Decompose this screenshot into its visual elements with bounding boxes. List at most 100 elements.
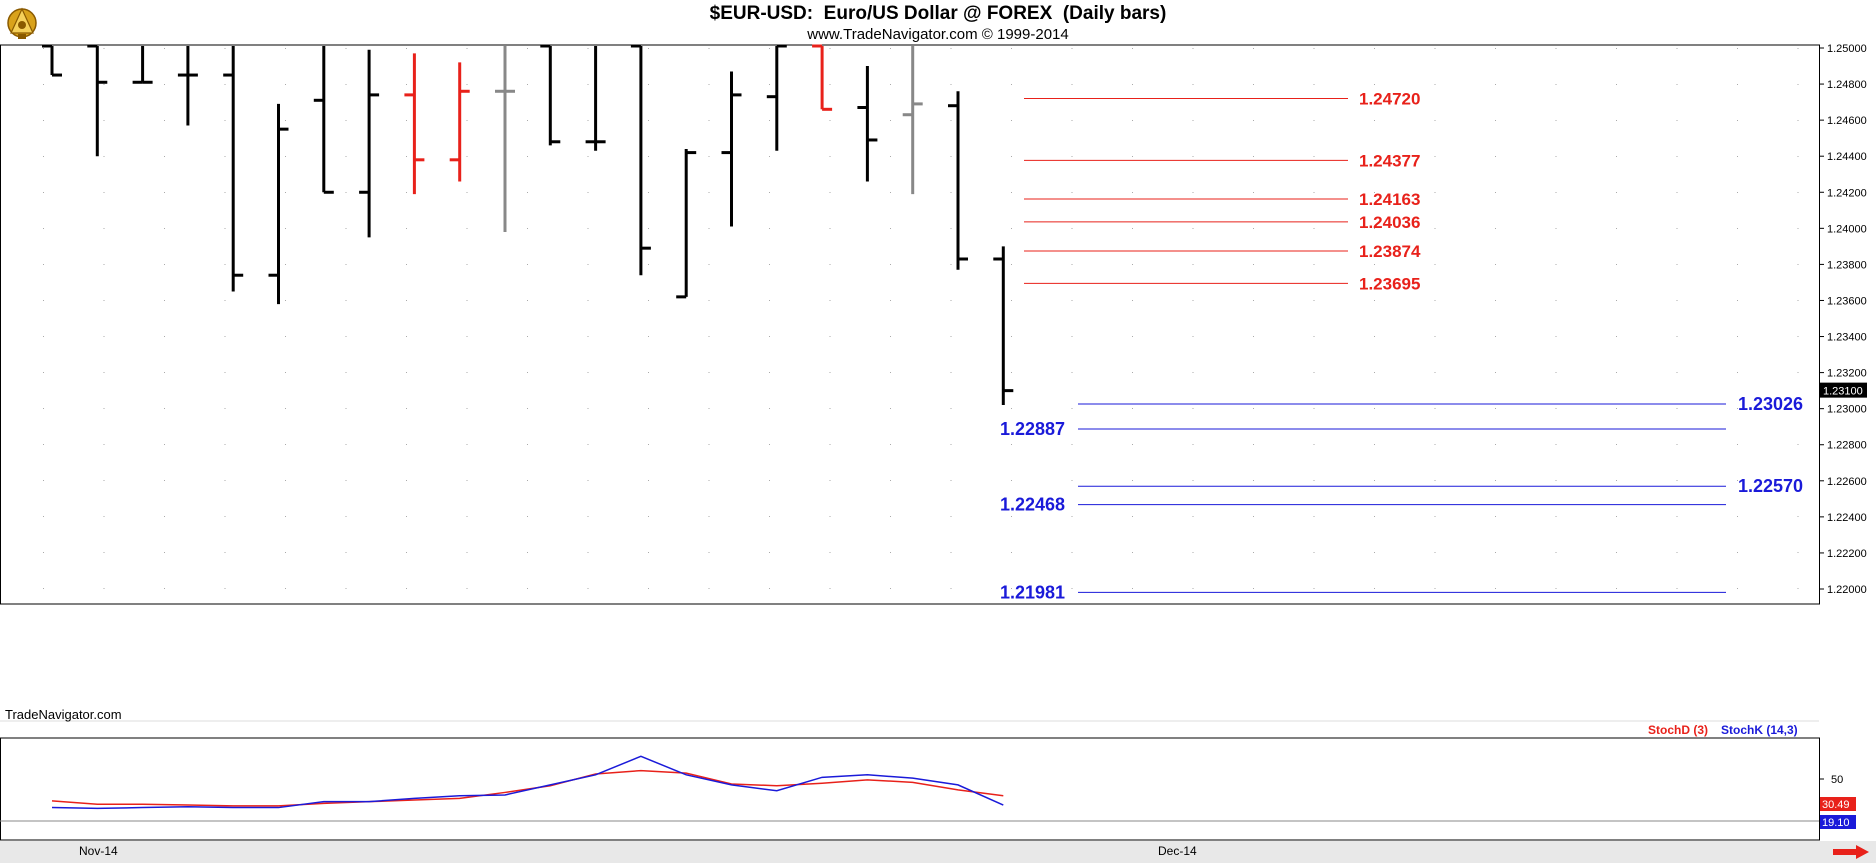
y-tick-label: 1.24400 — [1827, 151, 1867, 163]
grid-dot — [1555, 228, 1557, 229]
scroll-right-arrow-icon[interactable] — [1832, 845, 1870, 859]
grid-dot — [829, 84, 831, 85]
grid-dot — [648, 300, 649, 301]
grid-dot — [1071, 480, 1073, 481]
grid-dot — [648, 156, 649, 157]
stoch-d-badge — [1820, 797, 1856, 811]
grid-dot — [1313, 48, 1315, 49]
grid-dot — [890, 156, 891, 157]
grid-dot — [648, 372, 649, 373]
grid-dot — [103, 48, 105, 49]
grid-dot — [527, 228, 528, 229]
grid-dot — [1313, 444, 1315, 445]
grid-dot — [1555, 372, 1557, 373]
grid-dot — [587, 192, 589, 193]
grid-dot — [406, 84, 407, 85]
grid-dot — [103, 228, 105, 229]
grid-dot — [164, 516, 165, 517]
grid-dot — [950, 120, 952, 121]
grid-dot — [1434, 156, 1436, 157]
grid-dot — [648, 192, 649, 193]
grid-dot — [1555, 444, 1557, 445]
grid-dot — [587, 408, 589, 409]
grid-dot — [1616, 516, 1617, 517]
grid-dot — [1737, 120, 1738, 121]
grid-dot — [769, 264, 770, 265]
grid-dot — [527, 120, 528, 121]
grid-dot — [527, 84, 528, 85]
grid-dot — [1192, 264, 1194, 265]
grid-dot — [1071, 84, 1073, 85]
grid-dot — [527, 516, 528, 517]
grid-dot — [829, 408, 831, 409]
grid-dot — [708, 480, 710, 481]
grid-dot — [1616, 48, 1617, 49]
grid-dot — [1011, 264, 1012, 265]
grid-dot — [43, 192, 44, 193]
grid-dot — [1797, 192, 1799, 193]
grid-dot — [1011, 156, 1012, 157]
grid-dot — [648, 408, 649, 409]
grid-dot — [1616, 300, 1617, 301]
grid-dot — [1192, 156, 1194, 157]
grid-dot — [1374, 120, 1375, 121]
grid-dot — [708, 336, 710, 337]
grid-dot — [103, 336, 105, 337]
y-tick-label: 1.23400 — [1827, 332, 1867, 344]
grid-dot — [103, 156, 105, 157]
grid-dot — [1011, 516, 1012, 517]
grid-dot — [1434, 444, 1436, 445]
grid-dot — [1132, 588, 1133, 589]
grid-dot — [890, 48, 891, 49]
grid-dot — [1313, 372, 1315, 373]
grid-dot — [1132, 336, 1133, 337]
y-tick-label: 1.22000 — [1827, 584, 1867, 596]
stochastic-panel: 50 30.49 19.10 — [0, 720, 1856, 841]
grid-dot — [1676, 408, 1678, 409]
grid-dot — [890, 588, 891, 589]
grid-dot — [1616, 264, 1617, 265]
grid-dot — [285, 444, 286, 445]
grid-dot — [1313, 408, 1315, 409]
date-label-dec: Dec-14 — [1158, 844, 1197, 858]
grid-dot — [1071, 552, 1073, 553]
grid-dot — [1676, 480, 1678, 481]
last-price-label: 1.23100 — [1823, 386, 1863, 398]
grid-dot — [466, 444, 468, 445]
grid-dot — [1555, 480, 1557, 481]
grid-dot — [43, 444, 44, 445]
grid-dot — [43, 264, 44, 265]
grid-dot — [43, 336, 44, 337]
grid-dot — [527, 300, 528, 301]
grid-dot — [285, 408, 286, 409]
sextant-icon[interactable] — [3, 3, 41, 41]
grid-dot — [829, 516, 831, 517]
grid-dot — [43, 48, 44, 49]
grid-dot — [224, 264, 226, 265]
grid-dot — [285, 156, 286, 157]
grid-dot — [829, 228, 831, 229]
grid-dot — [1495, 552, 1496, 553]
grid-dot — [1374, 156, 1375, 157]
grid-dot — [769, 480, 770, 481]
grid-dot — [1313, 336, 1315, 337]
grid-dot — [587, 552, 589, 553]
grid-dot — [1313, 264, 1315, 265]
grid-dot — [1434, 84, 1436, 85]
grid-dot — [1676, 84, 1678, 85]
grid-dot — [1374, 408, 1375, 409]
grid-dot — [466, 480, 468, 481]
grid-dot — [345, 156, 347, 157]
grid-dot — [285, 120, 286, 121]
grid-dot — [1132, 264, 1133, 265]
grid-dot — [1192, 588, 1194, 589]
grid-dot — [1192, 444, 1194, 445]
grid-dot — [1132, 228, 1133, 229]
stoch-k-value: 19.10 — [1822, 817, 1850, 829]
grid-dot — [1253, 120, 1254, 121]
grid-dot — [1192, 408, 1194, 409]
grid-dot — [164, 264, 165, 265]
grid-dot — [1192, 300, 1194, 301]
grid-dot — [1495, 516, 1496, 517]
